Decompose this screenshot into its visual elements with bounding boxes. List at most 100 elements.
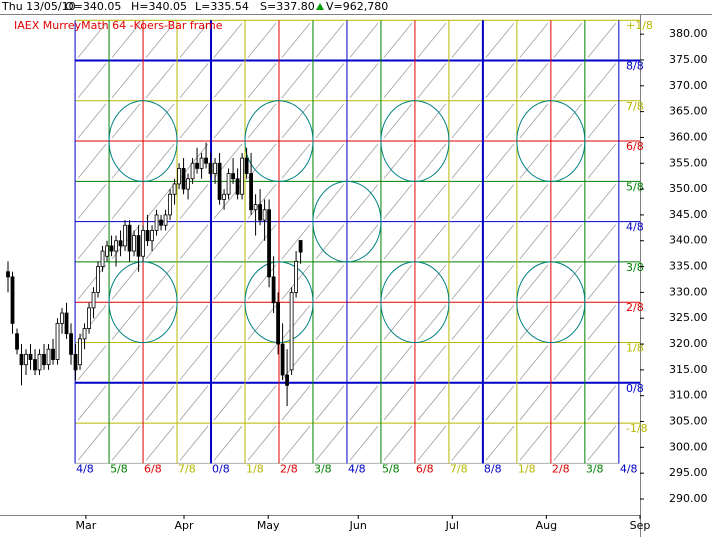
hatch-line — [213, 63, 243, 99]
hatch-line — [485, 224, 515, 260]
hatch-line — [77, 425, 107, 461]
candle-body — [195, 162, 199, 169]
y-tick-label: 320.00 — [669, 337, 708, 350]
candle-body — [159, 219, 163, 226]
hatch-line — [145, 143, 175, 179]
hatch-line — [349, 304, 379, 340]
time-level-label: 1/8 — [246, 462, 264, 475]
hatch-line — [485, 184, 515, 219]
hatch-line — [111, 22, 141, 58]
candle-body — [42, 353, 46, 366]
time-level-label: 1/8 — [518, 462, 536, 475]
time-level-label: 6/8 — [144, 462, 162, 475]
candle-body — [24, 353, 28, 366]
murrey-level-label: +1/8 — [626, 19, 653, 32]
hatch-line — [111, 385, 141, 421]
y-tick-label: 315.00 — [669, 363, 708, 376]
hatch-line — [111, 425, 141, 461]
hatch-line — [315, 143, 345, 179]
candle-body — [46, 348, 51, 366]
hatch-line — [77, 184, 107, 219]
hatch-line — [553, 143, 583, 179]
hatch-line — [179, 103, 209, 139]
hatch-line — [383, 264, 413, 300]
hatch-line — [315, 425, 345, 461]
candle-body — [172, 183, 177, 195]
y-tick-label: 345.00 — [669, 208, 708, 221]
hatch-line — [315, 22, 345, 58]
candle-body — [213, 162, 217, 174]
hatch-line — [553, 184, 583, 219]
price-bars — [6, 142, 303, 407]
time-level-label: 3/8 — [314, 462, 332, 475]
hatch-line — [553, 385, 583, 421]
y-tick-label: 325.00 — [669, 311, 708, 324]
hatch-line — [145, 345, 175, 381]
candle-body — [145, 230, 150, 242]
hatch-line — [281, 63, 311, 99]
hatch-line — [77, 385, 107, 421]
murrey-circle — [380, 261, 450, 343]
candle-body — [127, 224, 132, 252]
hatch-line — [451, 304, 481, 340]
hatch-line — [179, 385, 209, 421]
murrey-circle — [312, 180, 382, 263]
hatch-line — [451, 385, 481, 421]
chart-title: IAEX MurreyMath 64 -Koers-Bar frame — [14, 19, 223, 32]
hatch-line — [349, 385, 379, 421]
murrey-circle — [516, 261, 586, 343]
candle-body — [262, 209, 267, 221]
candle-body — [294, 261, 298, 293]
hatch-line — [247, 63, 277, 99]
hatch-line — [383, 345, 413, 381]
hatch-line — [383, 385, 413, 421]
hatch-line — [77, 103, 107, 139]
y-tick-label: 310.00 — [669, 389, 708, 402]
candle-body — [244, 157, 249, 174]
x-tick-label: Aug — [536, 519, 557, 532]
info-text: Thu 13/05/10 — [1, 0, 76, 13]
hatch-line — [587, 143, 617, 179]
candle-body — [73, 353, 78, 371]
x-tick-label: Apr — [174, 519, 194, 532]
candle-body — [249, 173, 253, 211]
hatch-line — [553, 63, 583, 99]
candle-body — [177, 168, 181, 185]
hatch-line — [111, 184, 141, 219]
time-level-label: 5/8 — [382, 462, 400, 475]
y-tick-label: 380.00 — [669, 27, 708, 40]
hatch-line — [145, 224, 175, 260]
hatch-line — [179, 264, 209, 300]
candle-body — [276, 302, 280, 345]
time-level-label: 2/8 — [280, 462, 298, 475]
hatch-line — [451, 345, 481, 381]
hatch-line — [553, 224, 583, 260]
hatch-line — [281, 103, 311, 139]
hatch-line — [77, 264, 107, 300]
hatch-line — [451, 425, 481, 461]
time-level-label: 4/8 — [620, 462, 638, 475]
hatch-line — [315, 63, 345, 99]
hatch-line — [349, 103, 379, 139]
hatch-line — [77, 143, 107, 179]
info-text: S=337.80 — [260, 0, 315, 13]
murrey-level-label: 6/8 — [626, 140, 644, 153]
candle-body — [154, 214, 159, 231]
hatch-line — [383, 224, 413, 260]
hatch-line — [247, 264, 277, 300]
hatch-line — [519, 264, 549, 300]
hatch-line — [281, 22, 311, 58]
candle-body — [6, 271, 10, 278]
hatch-line — [383, 425, 413, 461]
hatch-line — [485, 143, 515, 179]
hatch-line — [349, 264, 379, 300]
murrey-circle — [380, 100, 450, 182]
candle-body — [123, 224, 127, 247]
candle-body — [82, 328, 87, 340]
time-level-label: 4/8 — [76, 462, 94, 475]
hatch-line — [519, 385, 549, 421]
hatch-line — [417, 103, 447, 139]
murrey-circle — [108, 100, 178, 182]
time-level-label: 8/8 — [484, 462, 502, 475]
candle-body — [60, 312, 64, 324]
